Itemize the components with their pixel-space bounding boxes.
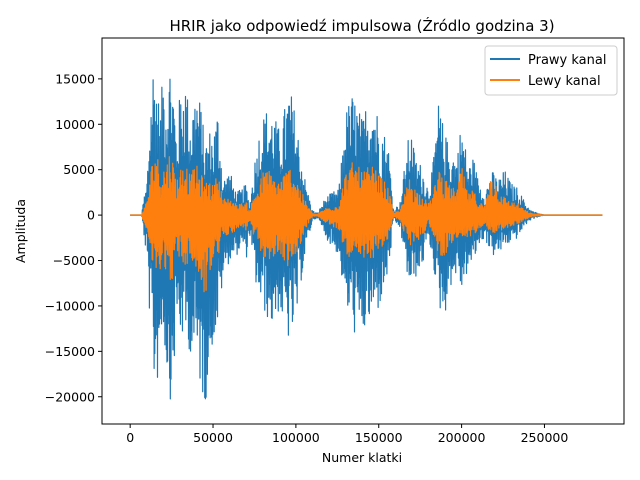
y-tick-label: 0 bbox=[87, 208, 95, 223]
legend: Prawy kanal Lewy kanal bbox=[484, 45, 618, 96]
x-tick-label: 250000 bbox=[521, 430, 569, 445]
x-tick-label: 150000 bbox=[355, 430, 403, 445]
y-tick-label: 5000 bbox=[63, 162, 95, 177]
plot-area bbox=[129, 78, 603, 400]
plot-frame bbox=[101, 37, 625, 425]
chart-title: HRIR jako odpowiedź impulsowa (Źródlo go… bbox=[169, 16, 554, 35]
y-tick-label: −15000 bbox=[45, 344, 95, 359]
legend-label-lewy-kanal: Lewy kanal bbox=[528, 74, 601, 89]
x-tick-label: 200000 bbox=[438, 430, 486, 445]
y-axis-label: Amplituda bbox=[13, 199, 28, 263]
x-tick-label: 50000 bbox=[193, 430, 233, 445]
y-tick-label: −10000 bbox=[45, 298, 95, 313]
x-axis: 0 50000 100000 150000 200000 250000 bbox=[126, 424, 568, 445]
y-tick-label: −20000 bbox=[45, 389, 95, 404]
x-axis-label: Numer klatki bbox=[322, 450, 402, 465]
y-tick-label: 15000 bbox=[55, 71, 95, 86]
x-tick-label: 0 bbox=[126, 430, 134, 445]
x-tick-label: 100000 bbox=[272, 430, 320, 445]
series-layer bbox=[129, 78, 603, 400]
y-tick-label: −5000 bbox=[53, 253, 95, 268]
y-tick-label: 10000 bbox=[55, 117, 95, 132]
legend-label-prawy-kanal: Prawy kanal bbox=[528, 53, 606, 68]
y-axis: −20000 −15000 −10000 −5000 0 5000 10000 15000 bbox=[45, 71, 102, 404]
